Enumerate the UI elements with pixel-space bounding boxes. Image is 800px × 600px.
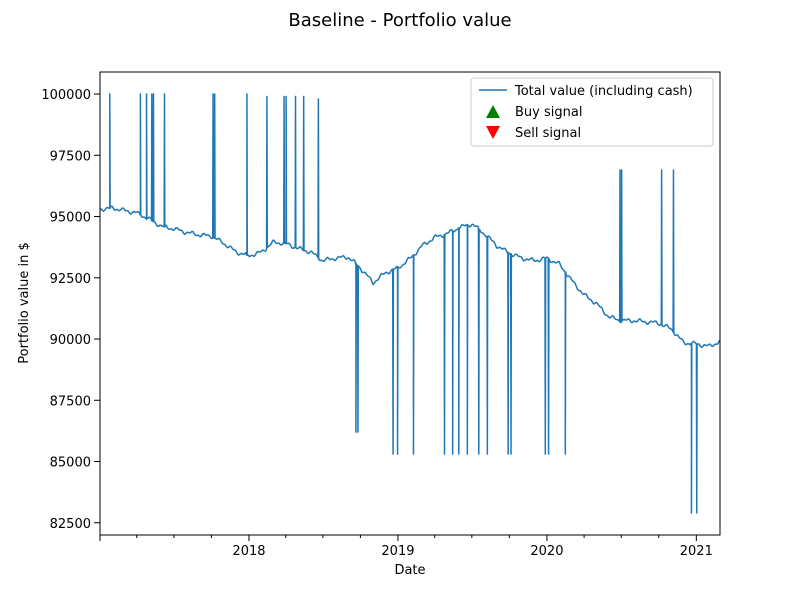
y-tick-label: 97500 [50,149,91,164]
x-axis-label: Date [394,563,425,578]
y-tick-label: 92500 [50,272,91,287]
y-axis-label: Portfolio value in $ [17,242,32,364]
sell-signal-icon [486,126,500,139]
y-tick-label: 87500 [50,394,91,409]
chart-title: Baseline - Portfolio value [288,10,511,31]
y-tick-label: 100000 [41,88,91,103]
y-tick-label: 95000 [50,211,91,226]
x-tick-label: 2021 [680,544,713,559]
plot-frame [99,71,721,536]
x-tick-label: 2019 [381,544,414,559]
buy-signal-icon [486,105,500,118]
legend-entry-total-value: Total value (including cash) [514,84,693,99]
y-tick-label: 90000 [50,333,91,348]
x-axis: 2018 2019 2020 2021 [99,535,713,559]
y-axis: 82500 85000 87500 90000 92500 95000 97500 10000… [41,88,100,532]
legend: Total value (including cash) Buy signal … [470,77,714,147]
y-tick-label: 82500 [50,517,91,532]
legend-box [470,77,714,147]
legend-entry-sell-signal: Sell signal [515,126,581,141]
series-line-total-value [100,93,720,514]
legend-entry-buy-signal: Buy signal [515,105,582,120]
x-tick-label: 2018 [232,544,265,559]
y-tick-label: 85000 [50,456,91,471]
x-tick-label: 2020 [530,544,563,559]
